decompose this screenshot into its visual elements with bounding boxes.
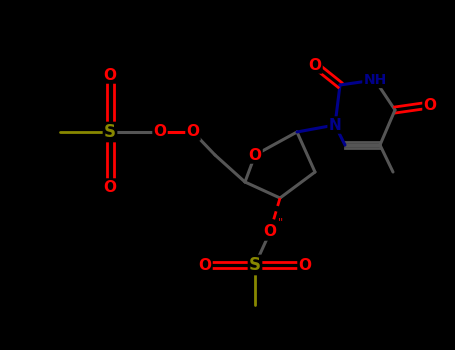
Text: O: O [298,258,312,273]
Text: S: S [249,256,261,274]
Text: O: O [198,258,212,273]
Text: O: O [153,125,167,140]
Text: O: O [103,180,116,195]
Text: N: N [329,118,341,133]
Text: O: O [248,147,262,162]
Text: NH: NH [364,73,387,87]
Text: O: O [308,57,322,72]
Text: S: S [104,123,116,141]
Text: O: O [424,98,436,112]
Text: O: O [187,125,199,140]
Text: '': '' [278,217,284,227]
Text: O: O [103,68,116,83]
Text: O: O [263,224,277,239]
